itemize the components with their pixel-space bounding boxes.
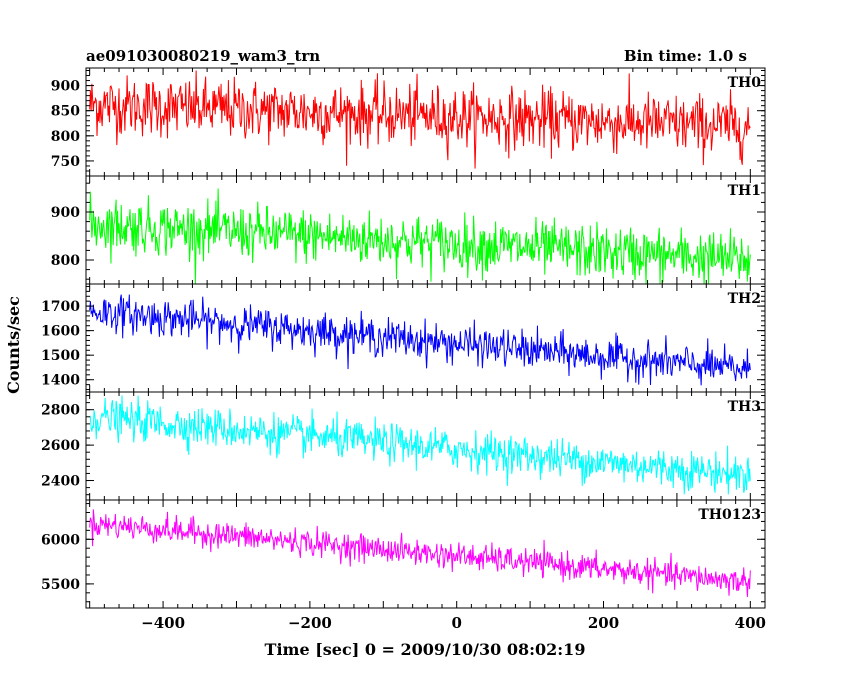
series-line-th1 (89, 188, 751, 284)
y-axis-label: Counts/sec (4, 296, 23, 394)
y-tick-label: 1600 (41, 324, 80, 340)
y-tick-label: 6000 (41, 532, 80, 548)
panel-label: TH2 (728, 291, 761, 307)
y-tick-label: 850 (51, 104, 80, 120)
y-tick-label: 1500 (41, 348, 80, 364)
bin-time-label: Bin time: 1.0 s (624, 47, 747, 65)
panel-label: TH3 (728, 399, 761, 415)
series-line-th2 (89, 294, 751, 386)
panel-th1: TH1 800 900 (51, 175, 766, 285)
y-tick-label: 1700 (41, 299, 80, 315)
panel-frame (85, 499, 766, 609)
x-axis-label: Time [sec] 0 = 2009/10/30 08:02:19 (265, 640, 586, 659)
series-line-th0 (89, 70, 751, 169)
y-tick-label: 2600 (41, 438, 80, 454)
y-tick-label: 800 (51, 129, 80, 145)
y-tick-label: 1400 (41, 373, 80, 389)
y-tick-label: 2800 (41, 403, 80, 419)
panel-label: TH0123 (698, 507, 761, 523)
y-tick-label: 800 (51, 253, 80, 269)
panel-th0: TH0 750 800 850 900 (51, 67, 766, 177)
series-line-th0123 (89, 509, 751, 598)
panel-label: TH0 (728, 75, 762, 91)
x-tick-label: 400 (735, 614, 766, 632)
series-line-th3 (89, 395, 751, 495)
panels-group: TH0 750 800 850 900 TH1 800 900 TH2 1400 1500 1600 1… (41, 67, 766, 609)
panel-th2: TH2 1400 1500 1600 1700 (41, 283, 766, 393)
x-axis: −400 −200 0 200 400 (141, 614, 766, 632)
x-tick-label: −200 (288, 614, 332, 632)
y-tick-label: 750 (51, 154, 80, 170)
panel-label: TH1 (728, 183, 761, 199)
x-tick-label: −400 (141, 614, 185, 632)
y-tick-label: 900 (51, 79, 80, 95)
x-tick-label: 0 (451, 614, 461, 632)
x-tick-label: 200 (588, 614, 619, 632)
chart-title: ae091030080219_wam3_trn (86, 47, 320, 65)
y-tick-label: 900 (51, 205, 80, 221)
panel-th0123: TH0123 5500 6000 (41, 499, 766, 609)
panel-th3: TH3 2400 2600 2800 (41, 391, 766, 501)
y-tick-label: 2400 (41, 474, 80, 490)
y-tick-label: 5500 (41, 577, 80, 593)
